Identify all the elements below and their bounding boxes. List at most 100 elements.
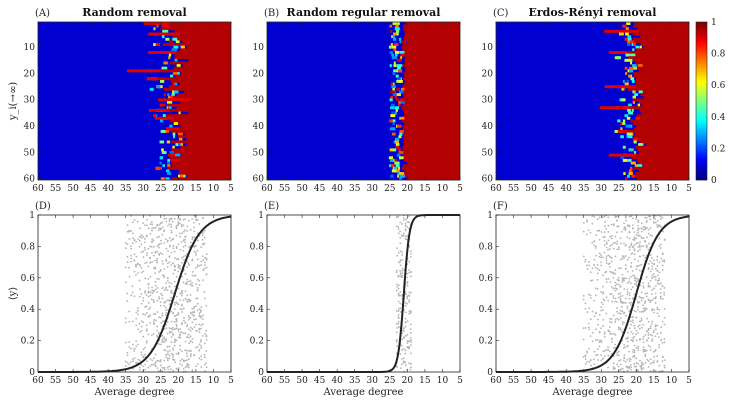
heatmap-row [180, 72, 231, 75]
scatter-point [149, 215, 151, 217]
scatter-point [637, 234, 640, 237]
scatter-point [166, 299, 169, 302]
scatter-point [163, 337, 166, 340]
scatter-point [603, 349, 606, 352]
heatmap-cell [399, 174, 406, 178]
scatter-point [173, 308, 176, 311]
panel-title: Erdos-Rényi removal [529, 6, 657, 19]
heatmap-cell [149, 87, 154, 91]
scatter-point [126, 361, 129, 364]
heatmap-cell [169, 151, 175, 154]
heatmap-row [169, 119, 231, 123]
heatmap-row [188, 58, 231, 62]
colorbar-segment [696, 164, 707, 168]
plot-background [496, 215, 689, 372]
scatter-point [142, 348, 145, 351]
scatter-point [156, 360, 159, 362]
scatter-point [151, 260, 154, 263]
scatter-point [201, 217, 204, 219]
scatter-point [660, 326, 663, 329]
scatter-point [624, 346, 627, 349]
scatter-point [638, 327, 641, 330]
scatter-point [640, 361, 643, 364]
scatter-point [410, 271, 412, 273]
heatmap-streak [148, 108, 167, 112]
scatter-point [403, 268, 405, 271]
scatter-point [186, 335, 189, 338]
scatter-point [637, 279, 640, 282]
scatter-point [663, 366, 666, 369]
scatter-point [165, 282, 167, 285]
scatter-point [196, 286, 199, 289]
heatmap-streak [608, 50, 628, 54]
scatter-point [168, 330, 171, 333]
heatmap-cell [396, 79, 400, 83]
scatter-point [131, 232, 134, 235]
scatter-point [582, 255, 585, 258]
scatter-point [616, 219, 619, 222]
scatter-point [170, 225, 173, 228]
scatter-point [598, 341, 601, 344]
scatter-point [187, 358, 190, 361]
scatter-point [181, 292, 183, 295]
scatter-point [637, 325, 639, 328]
colorbar-segment [696, 132, 707, 136]
scatter-point [409, 311, 412, 314]
heatmap-cell [630, 61, 633, 65]
scatter-point [614, 272, 617, 275]
heatmap-cell [399, 172, 405, 176]
scatter-point [630, 339, 633, 342]
scatter-point [128, 266, 130, 269]
heatmap-row [631, 156, 689, 160]
scatter-point [610, 243, 613, 246]
scatter-point [647, 266, 650, 269]
scatter-point [195, 365, 198, 368]
scatter-point [408, 260, 411, 263]
scatter-point [193, 326, 196, 329]
heatmap-cell [169, 40, 174, 44]
scatter-point [653, 297, 655, 300]
scatter-point [626, 282, 629, 285]
scatter-point [147, 295, 150, 298]
colorbar-segment [696, 103, 707, 107]
scatter-point [586, 219, 588, 222]
y-tick-label: 0 [258, 368, 264, 378]
scatter-point [182, 281, 185, 284]
scatter-point [156, 334, 159, 337]
scatter-point [401, 259, 404, 261]
scatter-point [161, 341, 164, 343]
scatter-point [154, 284, 157, 287]
scatter-point [625, 219, 627, 222]
scatter-point [637, 219, 640, 222]
scatter-point [621, 305, 623, 308]
scatter-point [151, 292, 154, 295]
scatter-point [612, 295, 615, 297]
scatter-point [399, 275, 402, 278]
heatmap-cell [400, 87, 405, 91]
heatmap-cell [626, 79, 629, 83]
scatter-point [125, 281, 127, 284]
scatter-point [654, 292, 657, 295]
scatter-point [607, 346, 609, 349]
scatter-point [201, 335, 204, 337]
scatter-point [621, 279, 624, 281]
heatmap-row [636, 137, 689, 141]
scatter-point [609, 245, 612, 247]
scatter-point [609, 266, 611, 268]
heatmap-row [634, 74, 689, 78]
scatter-point [168, 357, 171, 360]
colorbar-segment [696, 56, 707, 60]
heatmap-cell [400, 98, 404, 102]
scatter-point [165, 353, 168, 356]
scatter-point [404, 218, 407, 221]
scatter-point [612, 276, 615, 279]
scatter-point [633, 231, 636, 233]
scatter-point [126, 354, 129, 357]
scatter-point [658, 237, 661, 240]
scatter-point [191, 307, 194, 310]
scatter-point [168, 300, 171, 302]
scatter-point [614, 320, 616, 323]
heatmap-row [407, 161, 460, 165]
colorbar: 00.20.40.60.81 [695, 18, 726, 186]
